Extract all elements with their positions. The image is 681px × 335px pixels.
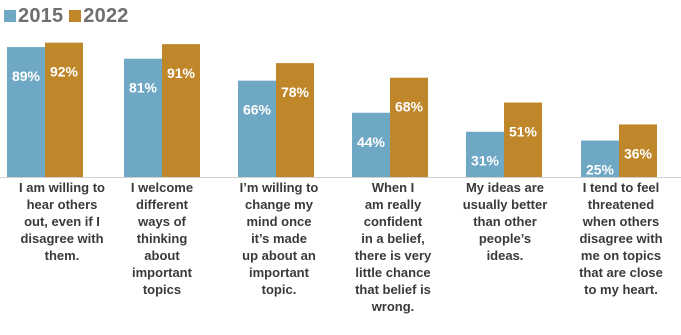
bar-2022-4 [390,77,428,177]
data-label-2022-1: 92% [50,64,79,80]
category-label-line: when others [582,214,660,229]
category-label-line: wrong. [371,299,415,314]
data-label-2015-3: 66% [243,102,272,118]
category-label-line: I welcome [130,180,194,195]
bar-chart: 89% 81% 66% 44% 31% 25% 92% 91% 78% 68% 51% 36% [0,42,681,178]
data-label-2022-5: 51% [509,124,538,140]
legend-item-2015: 2015 [4,5,63,28]
category-label-line: in a belief, [361,231,425,246]
category-label-line: up about an [242,248,316,263]
legend-label-2015: 2015 [18,4,64,27]
category-label-line: thinking [136,231,188,246]
data-label-2015-4: 44% [357,134,386,150]
category-label-line: ways of [138,214,186,229]
data-label-2015-2: 81% [129,80,158,96]
category-label-line: disagree with [20,231,104,246]
category-label-line: topics [142,282,182,297]
category-label-line: out, even if I [24,214,100,229]
bar-2022-2 [162,44,200,177]
category-label-2: I welcome different ways of thinking about im… [102,179,222,298]
bar-2015-6 [581,140,619,177]
category-label-line: there is very [354,248,432,263]
category-label-line: My ideas are [465,180,545,195]
bar-2022-5 [504,102,542,177]
data-label-2022-4: 68% [395,99,424,115]
category-label-line: ideas. [486,248,524,263]
category-label-line: that belief is [355,282,431,297]
data-label-2022-2: 91% [167,65,196,81]
category-label-line: change my [245,197,313,212]
category-label-1: I am willing to hear others out, even if I… [2,179,122,264]
bar-2022-1 [45,42,83,178]
data-label-2022-3: 78% [281,84,310,100]
category-label-line: am really [364,197,422,212]
category-label-line: I tend to feel [582,180,660,195]
bar-2015-4 [352,112,390,177]
category-label-line: people’s [478,231,532,246]
category-label-line: hear others [26,197,98,212]
data-label-2022-6: 36% [624,145,653,161]
category-label-3: I’m willing to change my mind once it’s mad… [219,179,339,298]
bar-2022-3 [276,63,314,178]
legend-swatch-2022 [69,10,82,22]
category-label-line: important [132,265,192,280]
category-label-line: it’s made [251,231,307,246]
category-label-line: threatened [587,197,655,212]
category-label-line: to my heart. [584,282,658,297]
category-label-line: usually better [462,197,548,212]
category-label-line: When I [371,180,415,195]
category-label-6: I tend to feel threatened when others disag… [561,179,681,298]
data-label-2015-5: 31% [471,153,500,169]
category-label-line: I am willing to [19,180,105,195]
category-label-line: than other [473,214,537,229]
category-label-line: confident [363,214,423,229]
category-label-line: disagree with [579,231,663,246]
data-label-2015-1: 89% [12,68,41,84]
category-label-line: mind once [246,214,312,229]
category-label-line: about [144,248,180,263]
bar-2022-6 [619,124,657,177]
category-label-line: that are close [579,265,663,280]
category-label-line: me on topics [580,248,662,263]
category-label-4: When I am really confident in a belief, ther… [333,179,453,315]
legend: 2015 2022 [4,2,135,30]
category-label-line: them. [44,248,80,263]
category-label-line: topic. [261,282,297,297]
legend-swatch-2015 [4,10,16,22]
category-label-line: little chance [355,265,431,280]
category-label-line: I’m willing to [239,180,319,195]
category-label-line: different [136,197,188,212]
data-label-2015-6: 25% [586,162,615,178]
bar-2015-1 [7,47,45,178]
legend-item-2022: 2022 [69,5,128,28]
bar-2015-2 [124,58,162,177]
category-label-5: My ideas are usually better than other peop… [445,179,565,264]
category-label-line: important [249,265,309,280]
bar-2015-3 [238,80,276,177]
legend-label-2022: 2022 [83,4,129,27]
bar-2015-5 [466,131,504,177]
